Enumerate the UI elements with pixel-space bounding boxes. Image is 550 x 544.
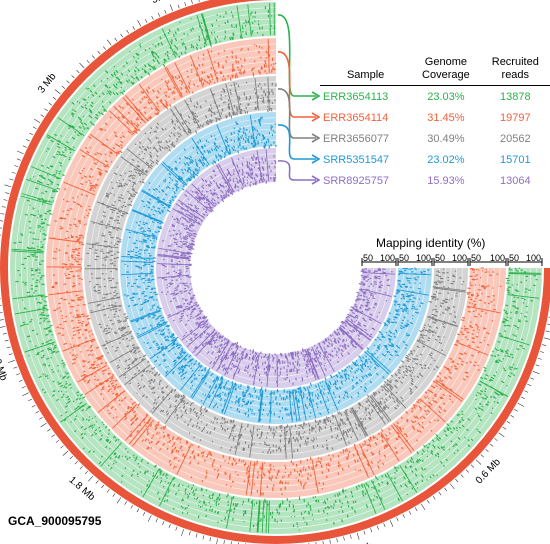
sample-ring bbox=[84, 76, 468, 460]
legend-arrow bbox=[277, 51, 316, 118]
identity-tick-label: 100 bbox=[490, 253, 505, 263]
table-row: SRR8925757 15.93% 13064 bbox=[320, 170, 550, 191]
identity-tick-label: 100 bbox=[416, 253, 431, 263]
sample-name: SRR5351547 bbox=[323, 153, 390, 166]
identity-tick-label: 50 bbox=[399, 253, 409, 263]
table-row: ERR3654114 31.45% 19797 bbox=[320, 107, 550, 128]
identity-tick-label: 100 bbox=[380, 253, 395, 263]
table-row: ERR3656077 30.49% 20562 bbox=[320, 128, 550, 149]
sample-reads: 19797 bbox=[500, 111, 531, 124]
sample-coverage: 23.02% bbox=[427, 153, 465, 166]
sample-rings bbox=[10, 2, 542, 534]
sample-coverage: 30.49% bbox=[427, 132, 465, 145]
identity-tick-label: 100 bbox=[452, 253, 467, 263]
identity-scales: 50 100 50 100 50 100 50 100 50 100 bbox=[361, 253, 543, 266]
table-row: SRR5351547 23.02% 15701 bbox=[320, 149, 550, 170]
identity-tick-label: 50 bbox=[509, 253, 519, 263]
sample-reads: 15701 bbox=[500, 153, 531, 166]
header-sample: Sample bbox=[320, 56, 412, 86]
identity-tick-label: 50 bbox=[471, 253, 481, 263]
identity-tick-label: 100 bbox=[526, 253, 541, 263]
sample-ring bbox=[46, 38, 506, 498]
table-header-row: Sample Genome Coverage Recruited reads bbox=[320, 56, 550, 86]
sample-coverage: 31.45% bbox=[427, 111, 465, 124]
sample-table: Sample Genome Coverage Recruited reads E… bbox=[320, 56, 550, 191]
position-label: 0.6 Mb bbox=[474, 456, 503, 486]
position-label: 1 Mb bbox=[350, 541, 375, 544]
legend-arrows bbox=[277, 14, 321, 185]
sample-ring bbox=[120, 112, 432, 424]
identity-tick-label: 50 bbox=[363, 253, 373, 263]
sample-ring bbox=[10, 2, 542, 534]
sample-coverage: 23.03% bbox=[427, 90, 465, 103]
position-label: 3 Mb bbox=[36, 71, 59, 96]
sample-name: ERR3654114 bbox=[323, 111, 389, 124]
legend-arrow bbox=[277, 88, 316, 139]
sample-reads: 13064 bbox=[500, 174, 531, 187]
sample-coverage: 15.93% bbox=[427, 174, 465, 187]
header-coverage: Genome Coverage bbox=[411, 56, 481, 86]
sample-name: ERR3656077 bbox=[323, 132, 390, 145]
header-reads: Recruited reads bbox=[480, 56, 550, 86]
sample-ring bbox=[156, 148, 396, 388]
mapping-identity-title: Mapping identity (%) bbox=[376, 236, 486, 250]
position-label: 1.8 Mb bbox=[67, 475, 98, 504]
identity-tick-label: 50 bbox=[435, 253, 445, 263]
legend-arrow bbox=[277, 14, 316, 97]
sample-reads: 13878 bbox=[500, 90, 531, 103]
sample-name: ERR3654113 bbox=[323, 90, 389, 103]
sample-name: SRR8925757 bbox=[323, 174, 390, 187]
legend-arrow bbox=[277, 160, 316, 181]
table-row: ERR3654113 23.03% 13878 bbox=[320, 86, 550, 108]
legend-arrow bbox=[277, 124, 316, 160]
sample-reads: 20562 bbox=[500, 132, 531, 145]
position-label: 2.2 Mb bbox=[0, 350, 9, 383]
genome-id: GCA_900095795 bbox=[8, 514, 102, 528]
